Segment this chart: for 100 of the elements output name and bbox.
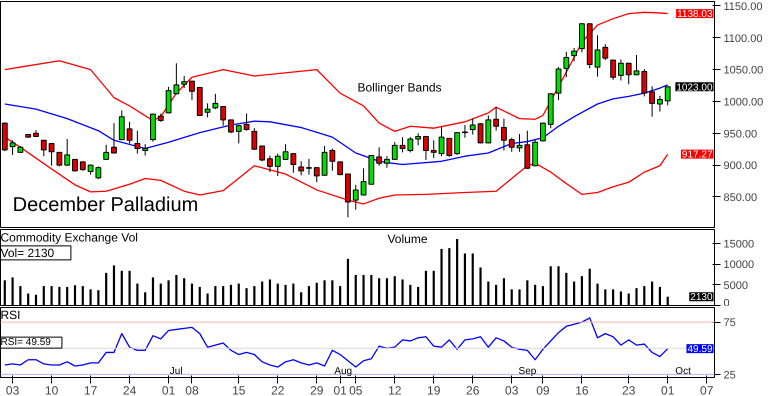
x-tick-label: 05 <box>349 384 363 396</box>
candlestick <box>40 140 47 157</box>
candlestick <box>524 130 530 170</box>
candlestick <box>602 44 608 61</box>
candlestick <box>103 144 110 161</box>
candlestick <box>228 119 234 134</box>
candlestick <box>118 110 125 141</box>
x-tick-label: 08 <box>185 384 199 396</box>
candlestick <box>493 106 500 132</box>
candlestick <box>126 121 132 144</box>
candlestick <box>267 155 273 173</box>
line-series <box>4 12 668 132</box>
candlestick <box>594 34 600 78</box>
candlestick <box>142 144 148 156</box>
x-tick-label: 01 <box>661 384 675 396</box>
candlestick <box>111 122 117 154</box>
candlestick <box>516 133 522 152</box>
annotation: 917.27 <box>682 150 713 161</box>
candlestick <box>360 168 366 196</box>
candlestick <box>415 132 422 146</box>
y-tick-label: 10000 <box>724 259 754 272</box>
y-tick-label: 1000.00 <box>724 96 764 108</box>
candlestick <box>664 86 671 106</box>
candlestick <box>95 166 102 180</box>
annotation: 2130 <box>690 292 713 304</box>
x-tick-label: 01 <box>162 384 176 396</box>
x-tick-label: 07 <box>700 384 714 396</box>
candlestick <box>282 144 288 161</box>
x-tick-label: 17 <box>84 384 98 396</box>
candlestick <box>392 142 398 161</box>
candlestick <box>314 167 320 183</box>
candlestick <box>501 118 507 151</box>
candlestick <box>400 136 406 153</box>
chart-title: Commodity Exchange Vol <box>0 230 138 244</box>
x-tick-label: 29 <box>310 384 324 396</box>
y-tick-label: 15000 <box>724 238 754 251</box>
candlestick <box>134 130 140 154</box>
x-tick-label: 03 <box>505 384 519 396</box>
x-tick-label: 26 <box>466 384 480 396</box>
candlestick <box>626 62 632 85</box>
candlestick <box>656 95 663 112</box>
x-tick-label: 24 <box>122 384 137 396</box>
candlestick <box>634 54 640 76</box>
annotation: Oct <box>675 366 692 378</box>
candlestick <box>64 138 70 166</box>
annotation: Volume <box>387 232 428 246</box>
x-tick-label: 09 <box>536 384 550 396</box>
x-tick-label: 22 <box>271 384 285 396</box>
candlestick <box>290 153 296 174</box>
y-tick-label: 5000 <box>724 280 748 292</box>
x-tick-label: 03 <box>6 384 20 396</box>
candlestick <box>10 140 16 156</box>
candlestick <box>462 124 468 138</box>
candlestick <box>236 124 242 144</box>
candlestick <box>298 160 304 176</box>
candlestick <box>189 80 195 101</box>
candlestick <box>470 118 476 136</box>
x-tick-label: 01 <box>333 384 348 396</box>
annotation: 49.59 <box>687 344 713 356</box>
candlestick <box>181 75 188 89</box>
candlestick <box>173 62 180 95</box>
chart-title: RSI <box>0 308 21 322</box>
candlestick <box>56 152 62 167</box>
candlestick <box>337 160 344 176</box>
candlestick <box>72 158 78 172</box>
candlestick <box>48 142 54 166</box>
candlestick <box>204 102 210 118</box>
candlestick <box>649 86 656 118</box>
x-tick-label: 23 <box>622 384 636 396</box>
candlestick <box>306 158 312 176</box>
y-tick-label: 1050.00 <box>724 64 764 77</box>
x-tick-label: 10 <box>44 384 59 396</box>
candlestick <box>423 135 429 161</box>
annotation: 1023.00 <box>676 82 713 94</box>
y-tick-label: 950.00 <box>724 128 758 140</box>
annotation: Jul <box>170 366 183 378</box>
candlestick <box>478 122 484 144</box>
x-tick-label: 19 <box>427 384 441 396</box>
y-tick-label: 25 <box>724 369 736 382</box>
candlestick <box>508 137 515 152</box>
y-tick-label: 1150.00 <box>724 0 762 13</box>
candlestick <box>563 51 570 78</box>
candlestick <box>532 139 538 167</box>
candlestick <box>485 114 492 144</box>
x-tick-label: 12 <box>388 384 402 396</box>
candlestick <box>407 136 414 153</box>
x-tick-label: 16 <box>575 384 589 396</box>
candlestick <box>610 58 616 80</box>
candlestick <box>166 86 172 114</box>
candlestick <box>571 47 578 62</box>
x-tick-label: 15 <box>232 384 246 396</box>
annotation: Vol= 2130 <box>0 246 55 260</box>
candlestick <box>244 113 250 132</box>
annotation: Aug <box>334 366 352 378</box>
candlestick <box>322 146 328 176</box>
annotation: Bollinger Bands <box>358 80 442 94</box>
annotation: Sep <box>518 366 537 378</box>
annotation: 1138.03 <box>677 9 713 20</box>
y-tick-label: 850.00 <box>724 192 758 204</box>
y-tick-label: 1100.00 <box>724 32 762 45</box>
